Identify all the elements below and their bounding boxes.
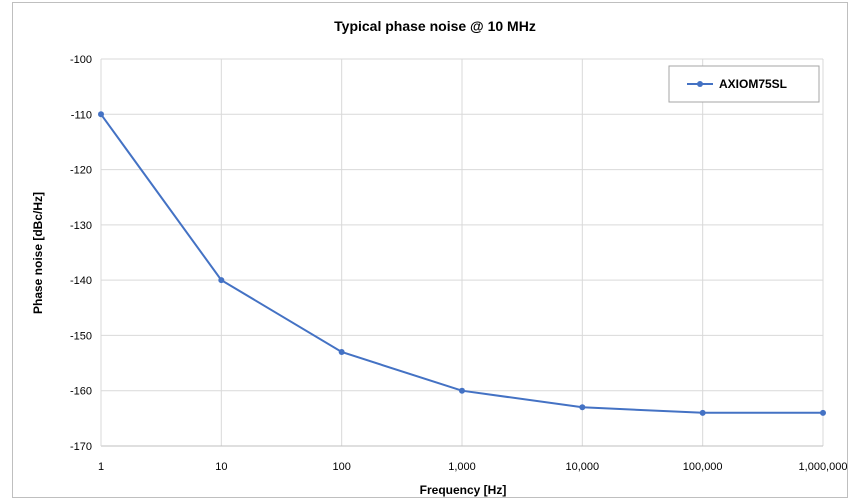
x-tick-label: 1,000,000 [799, 461, 848, 473]
y-tick-label: -160 [70, 386, 92, 398]
x-tick-label: 1 [98, 461, 104, 473]
chart-title: Typical phase noise @ 10 MHz [334, 18, 536, 34]
legend-series-label: AXIOM75SL [719, 77, 787, 91]
y-tick-label: -130 [70, 220, 92, 232]
y-tick-label: -100 [70, 54, 92, 66]
y-axis-label: Phase noise [dBc/Hz] [31, 192, 45, 314]
data-point [699, 409, 706, 416]
x-tick-label: 10,000 [566, 461, 600, 473]
data-point [98, 111, 104, 118]
grid [101, 58, 824, 446]
y-tick-label: -110 [71, 109, 92, 121]
x-tick-label: 100,000 [683, 461, 723, 473]
x-tick-label: 10 [215, 461, 227, 473]
x-axis-label: Frequency [Hz] [420, 483, 507, 497]
data-point [459, 387, 465, 394]
legend-marker [697, 81, 703, 87]
data-point [579, 404, 586, 411]
axes [100, 59, 823, 447]
data-point [338, 349, 345, 356]
y-tick-label: -140 [70, 275, 92, 287]
x-tick-label: 1,000 [448, 461, 476, 473]
y-tick-label: -170 [70, 441, 92, 453]
series-layer [98, 111, 826, 416]
tick-labels: -100 -110 -120 -130 -140 -150 -160 -170 1 10 100 1,… [70, 54, 848, 473]
y-tick-label: -150 [70, 330, 92, 342]
x-tick-label: 100 [332, 461, 350, 473]
data-point [820, 409, 826, 416]
y-tick-label: -120 [70, 165, 92, 177]
legend: AXIOM75SL [668, 65, 820, 103]
data-point [218, 277, 225, 284]
